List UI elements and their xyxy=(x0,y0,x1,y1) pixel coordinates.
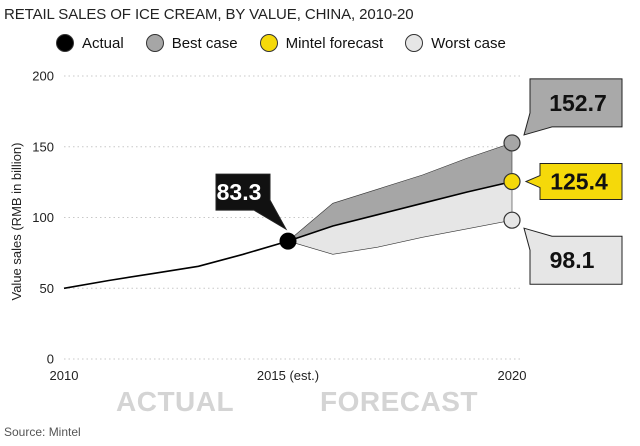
callout-label-worst-case: 98.1 xyxy=(550,247,595,273)
callout-box-actual xyxy=(215,173,288,231)
point-actual-2015 xyxy=(279,232,297,250)
legend-label-actual: Actual xyxy=(82,34,124,52)
chart-title: RETAIL SALES OF ICE CREAM, BY VALUE, CHI… xyxy=(4,6,414,23)
legend-item-mintel-forecast: Mintel forecast xyxy=(259,34,384,52)
y-tick-label: 150 xyxy=(32,139,54,154)
y-tick-label: 0 xyxy=(47,352,54,367)
legend-item-best-case: Best case xyxy=(145,34,238,52)
callout-box-best-case xyxy=(523,78,623,136)
legend-swatch-mintel-forecast xyxy=(259,34,278,52)
point-best-case-2020 xyxy=(503,134,521,152)
series-line-actual xyxy=(63,240,289,290)
callout-label-best-case: 152.7 xyxy=(549,90,607,116)
x-tick-label: 2010 xyxy=(50,368,79,383)
y-tick-label: 50 xyxy=(40,281,54,296)
point-worst-case-2020 xyxy=(503,211,521,229)
legend-label-worst-case: Worst case xyxy=(431,34,506,52)
y-tick-label: 100 xyxy=(32,210,54,225)
x-tick-label: 2020 xyxy=(498,368,527,383)
legend-swatch-best-case xyxy=(145,34,164,52)
legend-item-worst-case: Worst case xyxy=(405,34,506,52)
legend-swatch-actual xyxy=(56,34,74,52)
callout-label-actual: 83.3 xyxy=(217,179,262,205)
x-tick-label: 2015 (est.) xyxy=(257,368,319,383)
y-axis-title: Value sales (RMB in billion) xyxy=(9,143,24,301)
legend-label-best-case: Best case xyxy=(171,34,238,52)
source-note: Source: Mintel xyxy=(4,425,81,439)
legend: Actual Best case Mintel forecast Worst c… xyxy=(56,34,528,52)
phase-label-forecast: FORECAST xyxy=(320,386,478,417)
y-tick-label: 200 xyxy=(32,69,54,84)
legend-swatch-worst-case xyxy=(405,34,424,52)
legend-label-mintel-forecast: Mintel forecast xyxy=(285,34,384,52)
phase-label-actual: ACTUAL xyxy=(116,386,235,417)
series-line-mintel-forecast xyxy=(287,180,513,242)
callout-box-mintel-forecast xyxy=(524,163,623,201)
point-mintel-forecast-2020 xyxy=(503,172,521,191)
legend-item-actual: Actual xyxy=(56,34,124,52)
callout-label-mintel-forecast: 125.4 xyxy=(550,169,608,195)
callout-box-worst-case xyxy=(523,227,623,285)
